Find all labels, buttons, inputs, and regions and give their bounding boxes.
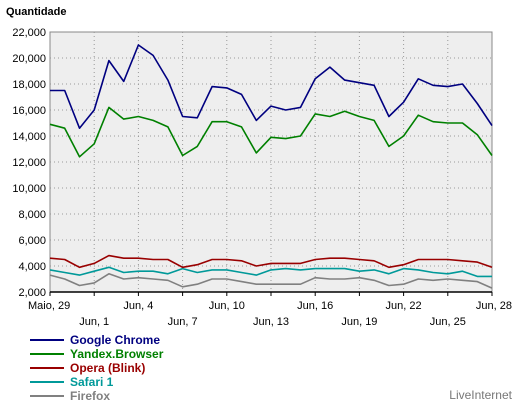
series-lines <box>49 44 493 289</box>
x-tick-label: Jun, 10 <box>209 300 245 312</box>
x-axis-ticks: Maio, 29 Jun, 1 Jun, 4 Jun, 7 Jun, 10 Jun, 13… <box>28 292 512 328</box>
x-tick-label: Jun, 1 <box>79 316 109 328</box>
x-tick-label: Jun, 19 <box>341 316 377 328</box>
series-line-safari-1 <box>49 266 492 278</box>
grid-lines <box>50 32 492 292</box>
x-tick-label: Jun, 13 <box>253 316 289 328</box>
legend-label: Google Chrome <box>70 333 161 347</box>
x-tick-label: Jun, 28 <box>476 300 512 312</box>
y-tick-label: 12,000 <box>12 157 46 169</box>
legend-label: Opera (Blink) <box>70 361 146 375</box>
y-tick-label: 16,000 <box>12 105 46 117</box>
y-tick-label: 10,000 <box>12 183 46 195</box>
y-tick-label: 18,000 <box>12 79 46 91</box>
x-tick-label: Jun, 25 <box>430 316 466 328</box>
legend-label: Yandex.Browser <box>70 347 164 361</box>
legend-item: Firefox <box>30 389 163 403</box>
legend-label: Safari 1 <box>70 375 114 389</box>
legend-swatch <box>30 367 64 369</box>
x-tick-label: Maio, 29 <box>28 300 70 312</box>
x-tick-label: Jun, 7 <box>168 316 198 328</box>
y-tick-label: 8,000 <box>18 209 46 221</box>
x-tick-label: Jun, 16 <box>297 300 333 312</box>
legend: Google Chrome Yandex.Browser Opera (Blink)… <box>30 333 163 403</box>
y-tick-label: 2,000 <box>18 287 46 299</box>
legend-label: Firefox <box>70 389 111 403</box>
series-line-opera-blink <box>49 254 493 269</box>
y-tick-label: 14,000 <box>12 131 46 143</box>
legend-swatch <box>30 339 64 341</box>
y-axis-title: Quantidade <box>6 6 67 18</box>
series-line-yandex-browser <box>49 106 493 158</box>
legend-item: Opera (Blink) <box>30 361 163 375</box>
x-tick-label: Jun, 22 <box>386 300 422 312</box>
legend-item: Safari 1 <box>30 375 163 389</box>
y-tick-label: 20,000 <box>12 53 46 65</box>
legend-swatch <box>30 353 64 355</box>
x-tick-label: Jun, 4 <box>123 300 153 312</box>
y-tick-label: 4,000 <box>18 261 46 273</box>
brand-label: LiveInternet <box>449 388 512 402</box>
series-line-google-chrome <box>50 44 493 129</box>
legend-swatch <box>30 395 64 397</box>
y-tick-label: 22,000 <box>12 27 46 39</box>
legend-item: Yandex.Browser <box>30 347 163 361</box>
y-tick-label: 6,000 <box>18 235 46 247</box>
y-axis-ticks: 2,000 4,000 6,000 8,000 10,000 12,000 14,000 16… <box>12 27 46 299</box>
line-chart: Quantidade 2,000 4,000 6,000 8,000 10,000 12,… <box>6 6 512 328</box>
series-line-firefox <box>49 272 493 289</box>
legend-swatch <box>30 381 64 383</box>
legend-item: Google Chrome <box>30 333 163 347</box>
